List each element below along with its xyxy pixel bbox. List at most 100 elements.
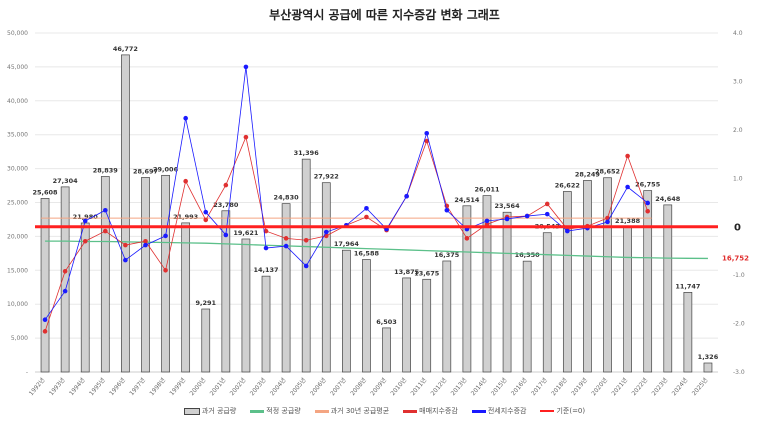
bar — [663, 204, 673, 373]
bar — [522, 260, 532, 373]
data-point — [42, 317, 48, 322]
bar-data-label: 1,326 — [698, 353, 719, 361]
bar — [603, 177, 612, 373]
bar-data-label: 16,350 — [515, 251, 541, 259]
y-tick-label: 30,000 — [7, 166, 28, 173]
y-tick-label: 40,000 — [7, 98, 28, 105]
x-tick-label: 2013년 — [449, 376, 468, 397]
data-point — [163, 268, 168, 273]
bar-data-label: 21,980 — [73, 213, 99, 221]
legend-swatch — [403, 409, 418, 413]
bar — [281, 203, 291, 373]
data-point — [103, 228, 108, 234]
bar — [362, 259, 371, 373]
x-tick-label: 2024년 — [670, 376, 689, 397]
bar-data-label: 26,755 — [635, 181, 661, 189]
series-line-적정 공급량 — [45, 240, 708, 260]
bar-data-label: 24,830 — [274, 194, 300, 202]
data-point — [263, 228, 269, 234]
bar-data-label: 16,375 — [434, 251, 460, 259]
data-point — [645, 200, 650, 206]
bar-data-label: 27,922 — [314, 173, 339, 181]
y2-tick-label: 3.0 — [733, 78, 743, 85]
data-point — [103, 207, 108, 213]
data-point — [283, 236, 289, 241]
zero-label: 0 — [734, 223, 741, 234]
y-tick-label: 25,000 — [7, 200, 28, 207]
bar-data-label: 21,388 — [615, 217, 641, 225]
bar — [201, 308, 211, 373]
legend-label: 과거 30년 공급평균 — [330, 407, 390, 415]
data-point — [183, 115, 188, 121]
bar — [643, 190, 653, 373]
legend-label: 기준(=0) — [556, 407, 586, 415]
bar — [422, 278, 432, 373]
x-tick-label: 2014년 — [469, 376, 488, 397]
bar — [502, 211, 512, 373]
bar — [462, 205, 472, 373]
data-point — [82, 218, 88, 224]
bar — [442, 260, 452, 373]
bar — [181, 222, 191, 373]
bar-data-label: 28,697 — [133, 167, 158, 175]
data-point — [283, 243, 289, 249]
x-tick-label: 1993년 — [47, 376, 66, 397]
bar — [321, 182, 331, 373]
x-tick-label: 1995년 — [87, 376, 106, 397]
x-tick-label: 1996년 — [107, 376, 126, 397]
x-tick-label: 2023년 — [650, 376, 669, 397]
bar — [542, 232, 552, 373]
x-tick-label: 2015년 — [489, 376, 508, 397]
data-point — [243, 134, 249, 140]
bar-data-label: 6,503 — [376, 318, 397, 326]
last-target-label: 16,752 — [722, 254, 749, 262]
y-tick-label: - — [26, 369, 28, 376]
y-tick-label: 5,000 — [11, 335, 28, 342]
data-point — [404, 193, 409, 199]
bar-data-label: 14,137 — [253, 266, 278, 274]
legend-item: 과거 공급량 — [183, 406, 236, 416]
data-point — [424, 138, 430, 144]
bar — [683, 292, 693, 373]
bar — [703, 362, 713, 373]
bar-data-label: 31,396 — [294, 149, 320, 157]
data-point — [223, 182, 229, 188]
x-tick-label: 2002년 — [228, 376, 247, 397]
bar-data-label: 9,291 — [195, 299, 216, 307]
legend-swatch — [250, 409, 265, 413]
x-tick-label: 1992년 — [27, 376, 46, 397]
legend-item: 기준(=0) — [540, 406, 585, 416]
y-tick-label: 45,000 — [7, 64, 28, 71]
x-tick-label: 2011년 — [409, 376, 428, 397]
data-point — [163, 233, 168, 239]
bar-data-label: 19,621 — [233, 229, 259, 237]
chart-title: 부산광역시 공급에 따른 지수증감 변화 그래프 — [269, 8, 500, 22]
data-point — [183, 178, 188, 184]
data-point — [484, 218, 490, 224]
x-tick-label: 2025년 — [690, 376, 709, 397]
bar-data-label: 27,304 — [53, 177, 79, 185]
legend-item: 매매지수증감 — [403, 406, 458, 416]
x-tick-label: 1998년 — [148, 376, 167, 397]
data-point — [364, 214, 369, 220]
legend-swatch — [183, 407, 200, 415]
data-point — [524, 213, 530, 219]
bar — [562, 191, 572, 373]
legend-item: 과거 30년 공급평균 — [314, 406, 390, 416]
x-tick-label: 2006년 — [308, 376, 327, 397]
bar-data-label: 24,648 — [655, 195, 681, 203]
data-point — [544, 201, 550, 207]
legend-item: 적정 공급량 — [250, 406, 301, 416]
x-tick-label: 1999년 — [168, 376, 187, 397]
data-point — [143, 242, 148, 248]
x-tick-label: 2012년 — [429, 376, 448, 397]
data-point — [565, 228, 570, 234]
bar — [583, 180, 592, 373]
y2-tick-label: 2.0 — [733, 127, 743, 134]
bar-data-label: 16,588 — [354, 250, 380, 258]
bar-data-label: 23,564 — [495, 202, 521, 210]
bar — [100, 176, 110, 373]
data-point — [243, 64, 249, 70]
